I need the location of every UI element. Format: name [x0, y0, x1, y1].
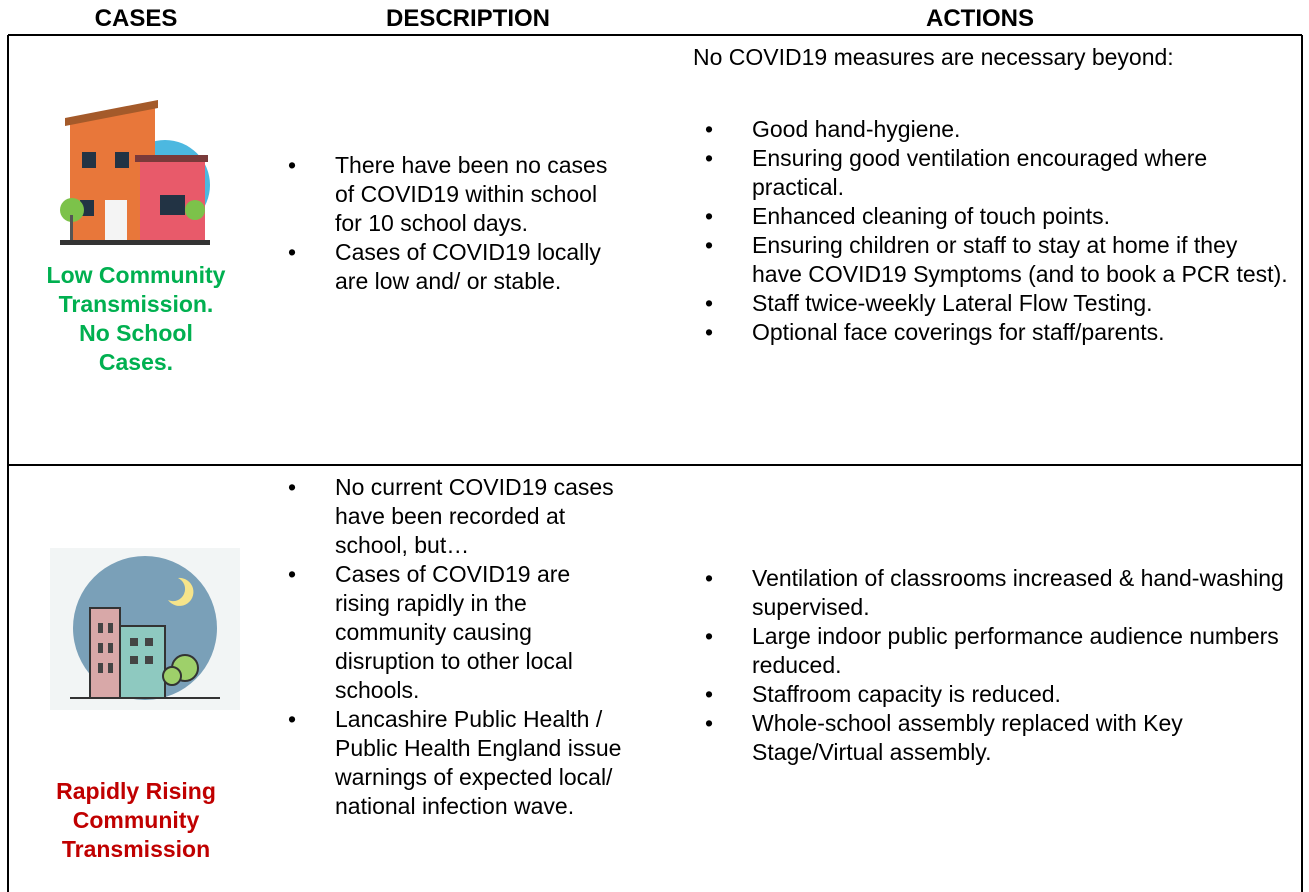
house-icon: [60, 100, 210, 245]
row-border: [8, 464, 1302, 466]
description-item: Cases of COVID19 locally are low and/ or…: [288, 238, 628, 296]
column-header: CASES: [94, 5, 178, 32]
column-header: DESCRIPTION: [385, 5, 550, 32]
action-item: Enhanced cleaning of touch points.: [705, 202, 1293, 231]
action-item: Good hand-hygiene.: [705, 115, 1293, 144]
case-title-line: Transmission: [61, 836, 211, 862]
action-item: Ensuring children or staff to stay at ho…: [705, 231, 1293, 289]
action-item: Staffroom capacity is reduced.: [705, 680, 1293, 709]
description-item: Cases of COVID19 are rising rapidly in t…: [288, 560, 628, 705]
case-title: Low Community Transmission. No School Cases…: [10, 261, 262, 377]
actions-list: Ventilation of classrooms increased & ha…: [705, 564, 1293, 767]
actions-list: Good hand-hygiene.Ensuring good ventilat…: [705, 115, 1293, 347]
actions: Ventilation of classrooms increased & ha…: [693, 564, 1293, 767]
case-title-line: No School: [79, 320, 193, 346]
action-item: Ventilation of classrooms increased & ha…: [705, 564, 1293, 622]
actions-intro: No COVID19 measures are necessary beyond…: [693, 44, 1174, 70]
case-title: Rapidly Rising Community Transmission: [10, 777, 262, 864]
description-list: No current COVID19 cases have been recor…: [288, 473, 628, 821]
description-list: There have been no cases of COVID19 with…: [288, 151, 628, 296]
city-icon: [50, 548, 240, 710]
case-title-line: Rapidly Rising: [56, 778, 216, 804]
action-item: Optional face coverings for staff/parent…: [705, 318, 1293, 347]
row-border: [8, 34, 1302, 36]
column-header: ACTIONS: [926, 5, 1034, 32]
table-border: [1301, 35, 1303, 892]
description-item: Lancashire Public Health / Public Health…: [288, 705, 628, 821]
action-item: Ensuring good ventilation encouraged whe…: [705, 144, 1293, 202]
description-item: No current COVID19 cases have been recor…: [288, 473, 628, 560]
case-title-line: Community: [72, 807, 200, 833]
description-item: There have been no cases of COVID19 with…: [288, 151, 628, 238]
case-title-line: Transmission.: [58, 291, 214, 317]
table-border: [7, 35, 9, 892]
case-title-line: Low Community: [46, 262, 226, 288]
action-item: Whole-school assembly replaced with Key …: [705, 709, 1293, 767]
case-title-line: Cases.: [98, 349, 174, 375]
action-item: Large indoor public performance audience…: [705, 622, 1293, 680]
actions: No COVID19 measures are necessary beyond…: [693, 43, 1293, 347]
action-item: Staff twice-weekly Lateral Flow Testing.: [705, 289, 1293, 318]
